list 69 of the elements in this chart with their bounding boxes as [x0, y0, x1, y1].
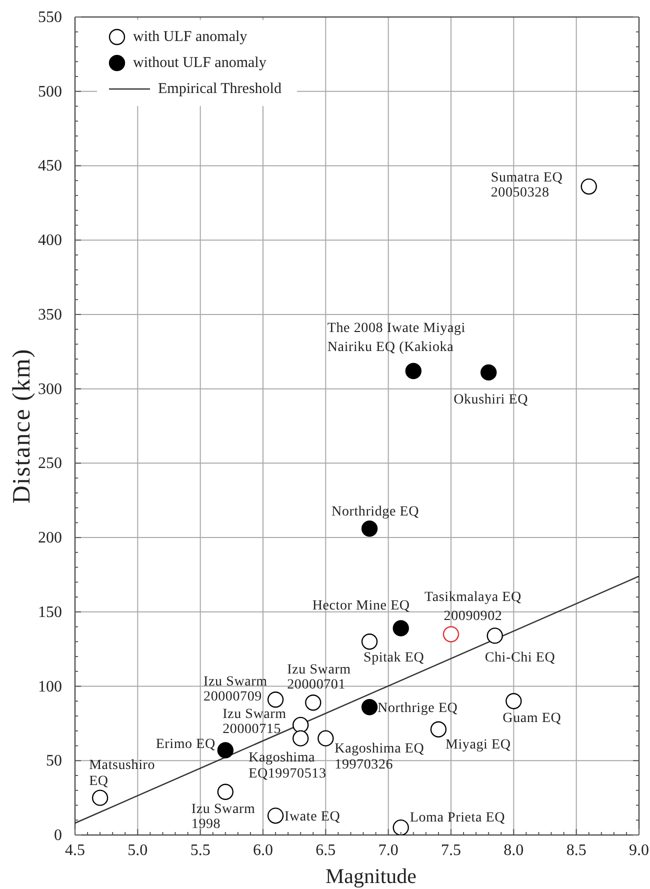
point: [305, 694, 322, 711]
annotation: Northrige EQ: [378, 701, 458, 716]
annotation: Hector Mine EQ: [312, 598, 410, 614]
annotation: Guam EQ: [502, 711, 562, 726]
point: [267, 692, 284, 708]
point: [217, 784, 234, 800]
annotation: Sumatra EQ 20050328: [490, 170, 563, 201]
point: [292, 730, 309, 746]
annotation: Iwate EQ: [284, 810, 340, 825]
annotation: Kagoshima EQ19970513: [248, 750, 326, 782]
point: [361, 520, 378, 537]
y-tick-label: 100: [38, 678, 62, 696]
annotation: Matsushiro EQ: [89, 758, 156, 789]
y-tick-label: 500: [38, 83, 62, 100]
y-tick-label: 150: [38, 604, 62, 621]
y-tick-label: 550: [38, 9, 62, 26]
point: [361, 634, 378, 650]
annotation: Tasikmalaya EQ 20090902: [424, 590, 522, 624]
x-tick-label: 5.5: [190, 842, 210, 859]
y-tick-label: 400: [38, 232, 62, 250]
annotation: Erimo EQ: [156, 737, 216, 752]
y-tick-label: 350: [38, 306, 62, 324]
y-tick-label: 50: [46, 752, 62, 770]
y-tick-label: 200: [38, 530, 62, 547]
annotation: Loma Prieta EQ: [410, 810, 506, 826]
point: [292, 716, 309, 734]
y-tick-label: 300: [38, 380, 62, 398]
y-tick-label: 250: [38, 455, 62, 472]
x-tick-label: 6.0: [253, 842, 273, 859]
legend-label: with ULF anomaly: [133, 28, 248, 46]
annotation: Izu Swarm 20000701: [287, 662, 351, 693]
point: [480, 364, 497, 381]
point: [430, 721, 447, 738]
x-tick-label: 9.0: [629, 842, 649, 859]
point: [580, 178, 597, 195]
x-axis-title: Magnitude: [326, 864, 416, 888]
point: [486, 628, 503, 644]
x-tick-label: 8.0: [504, 842, 524, 859]
y-axis-title: Distance (km): [8, 348, 36, 504]
y-tick-label: 450: [38, 158, 62, 175]
point: [442, 626, 460, 642]
point: [392, 620, 409, 636]
annotation: Kagoshima EQ 19970326: [334, 741, 424, 772]
point: [392, 819, 409, 835]
point: [361, 698, 378, 716]
point: [506, 693, 522, 710]
legend-label: without ULF anomaly: [133, 54, 266, 72]
x-tick-label: 7.5: [441, 842, 461, 859]
annotation: Okushiri EQ: [454, 392, 528, 408]
annotation: The 2008 Iwate Miyagi Nairiku EQ (Kakioka: [327, 320, 466, 355]
y-tick-label: 0: [54, 827, 62, 844]
annotation: Izu Swarm 1998: [191, 802, 256, 832]
annotation: Izu Swarm 20000709: [204, 674, 268, 705]
x-tick-label: 8.5: [566, 842, 586, 859]
point: [92, 790, 108, 806]
point: [318, 730, 334, 746]
point: [405, 362, 422, 380]
annotation: Spitak EQ: [364, 650, 424, 666]
x-tick-label: 7.0: [378, 842, 398, 859]
x-tick-label: 4.5: [65, 842, 85, 859]
annotation: Izu Swarm 20000715: [222, 706, 286, 737]
point: [267, 808, 284, 824]
annotation: Miyagi EQ: [445, 737, 511, 752]
annotation: Northridge EQ: [332, 504, 420, 520]
x-tick-label: 5.0: [128, 842, 148, 859]
x-tick-label: 6.5: [316, 842, 336, 859]
legend-label: Empirical Threshold: [158, 80, 282, 98]
point: [217, 742, 234, 758]
annotation: Chi-Chi EQ: [484, 650, 556, 666]
